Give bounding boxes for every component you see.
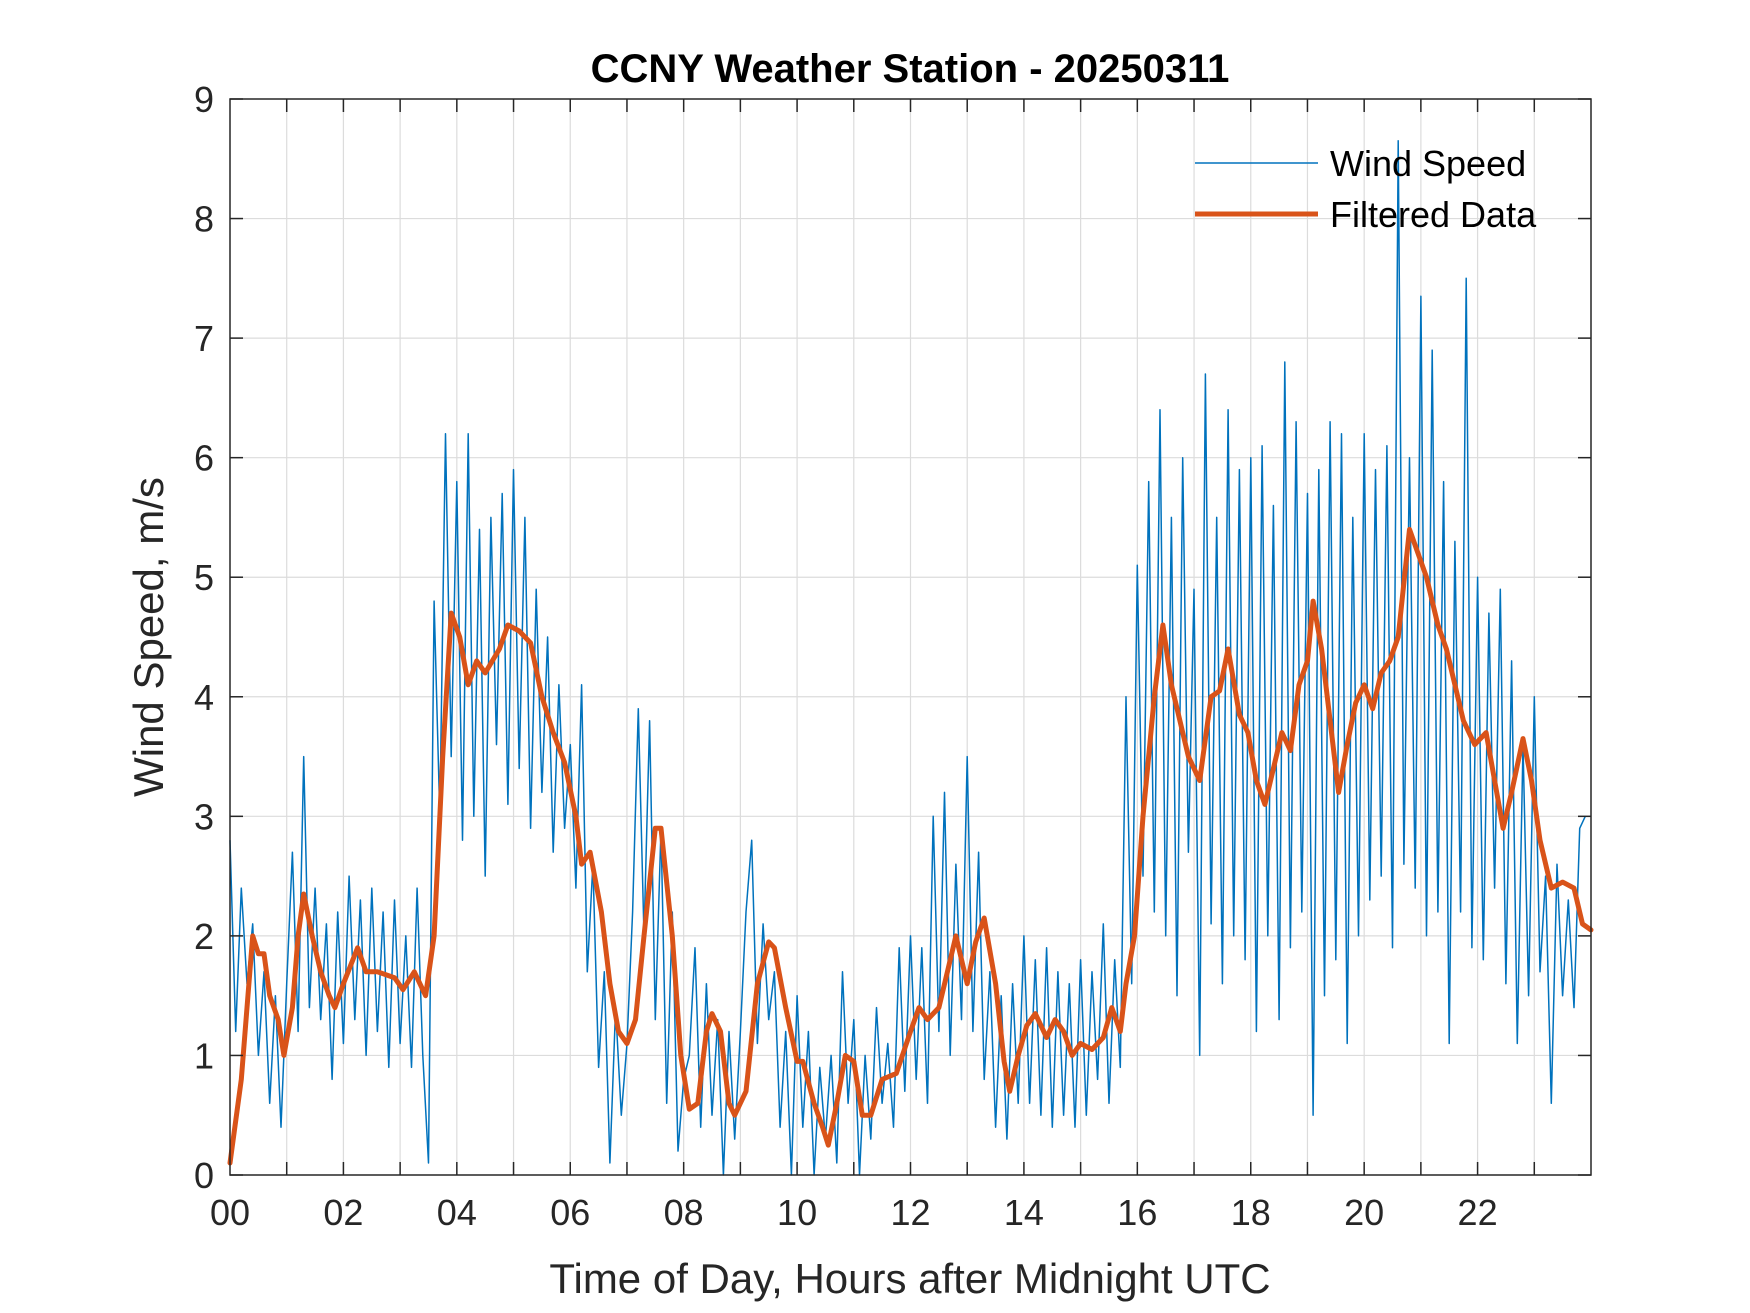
legend-label-wind-speed: Wind Speed (1330, 143, 1526, 184)
y-tick-label: 3 (194, 796, 214, 837)
series-layer (227, 140, 1594, 1176)
x-tick-label: 04 (437, 1192, 477, 1233)
y-tick-label: 4 (194, 677, 214, 718)
y-tick-label: 1 (194, 1035, 214, 1076)
series-filtered-data-line (227, 526, 1594, 1166)
legend-label-filtered-data: Filtered Data (1330, 194, 1537, 235)
y-axis-label: Wind Speed, m/s (125, 477, 172, 797)
y-tick-label: 6 (194, 438, 214, 479)
y-tick-label: 7 (194, 318, 214, 359)
y-tick-label: 9 (194, 79, 214, 120)
x-tick-label: 16 (1117, 1192, 1157, 1233)
x-tick-label: 20 (1344, 1192, 1384, 1233)
x-tick-label: 06 (550, 1192, 590, 1233)
y-tick-label: 0 (194, 1155, 214, 1196)
x-tick-label: 18 (1231, 1192, 1271, 1233)
x-axis-label: Time of Day, Hours after Midnight UTC (549, 1255, 1270, 1302)
x-tick-label: 12 (890, 1192, 930, 1233)
chart-title: CCNY Weather Station - 20250311 (591, 47, 1230, 91)
x-tick-label: 08 (664, 1192, 704, 1233)
y-tick-label: 5 (194, 557, 214, 598)
y-tick-label: 8 (194, 199, 214, 240)
x-tick-label: 14 (1004, 1192, 1044, 1233)
series-wind-speed-line (229, 140, 1586, 1176)
x-tick-label: 00 (210, 1192, 250, 1233)
x-tick-label: 02 (323, 1192, 363, 1233)
x-tick-label: 10 (777, 1192, 817, 1233)
y-tick-label: 2 (194, 916, 214, 957)
x-tick-label: 22 (1458, 1192, 1498, 1233)
legend: Wind Speed Filtered Data (1195, 143, 1537, 235)
